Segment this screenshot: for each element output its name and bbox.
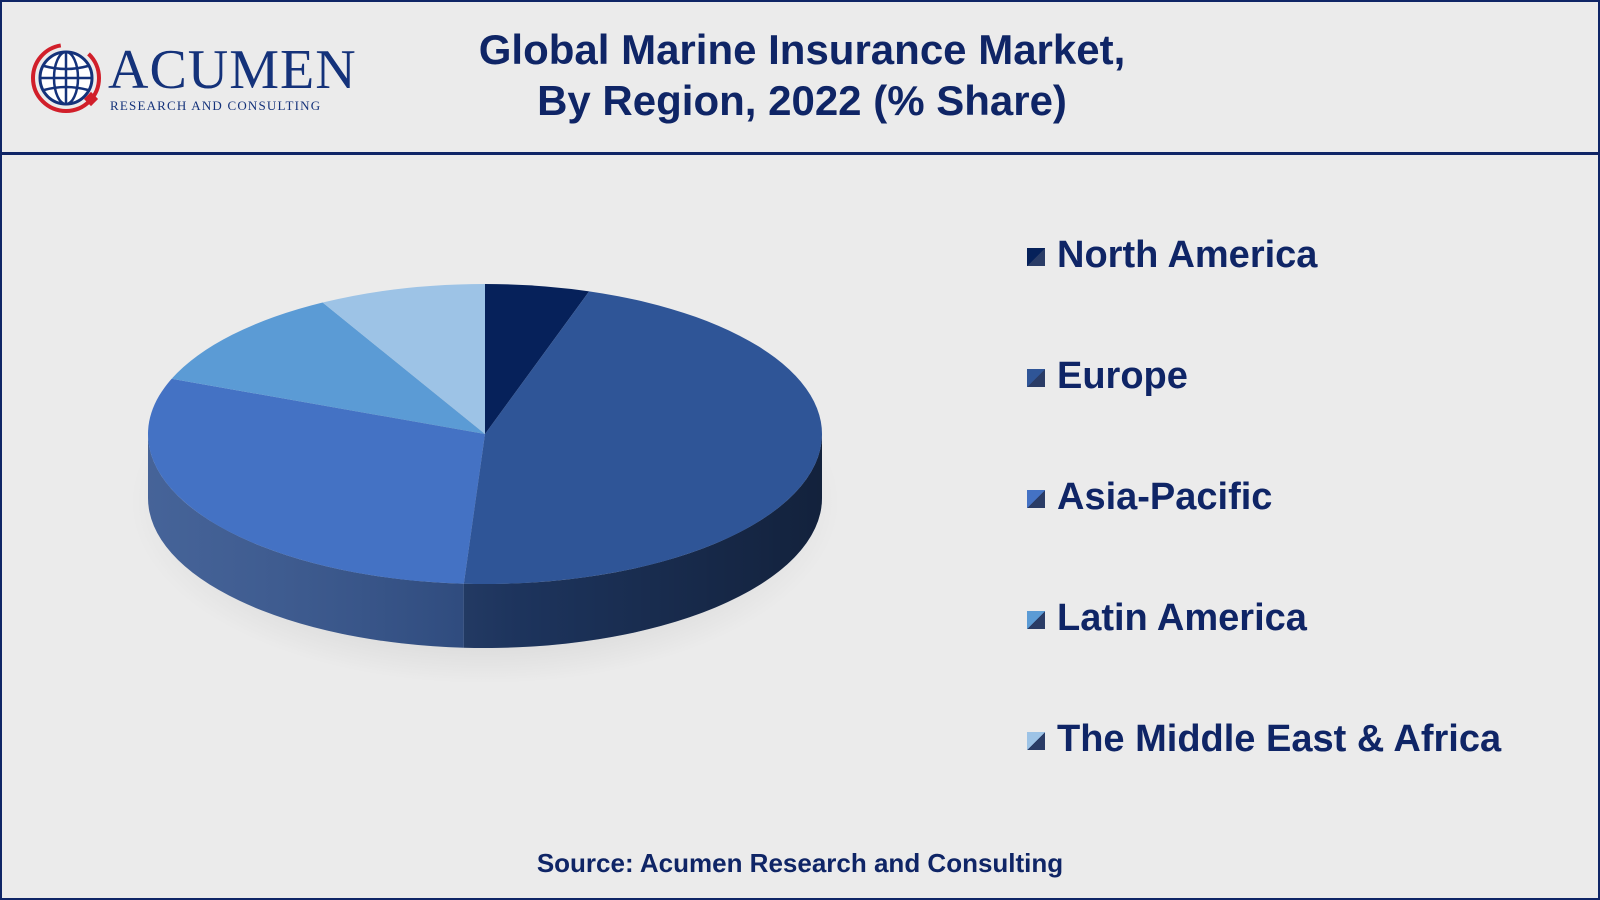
legend-label: Asia-Pacific bbox=[1057, 476, 1273, 518]
header: ACUMEN RESEARCH AND CONSULTING Global Ma… bbox=[2, 2, 1598, 155]
legend-label: North America bbox=[1057, 234, 1318, 276]
pie-chart bbox=[130, 284, 840, 684]
legend-label: Latin America bbox=[1057, 597, 1307, 639]
legend-label: Europe bbox=[1057, 355, 1188, 397]
legend-swatch bbox=[1027, 490, 1045, 508]
source-note: Source: Acumen Research and Consulting bbox=[536, 848, 1064, 878]
pie-slice bbox=[485, 284, 590, 434]
chart-title: Global Marine Insurance Market, By Regio… bbox=[352, 24, 1252, 126]
legend-label: The Middle East & Africa bbox=[1057, 718, 1502, 760]
legend-swatch bbox=[1027, 369, 1045, 387]
pie-slice bbox=[147, 378, 486, 584]
company-logo: ACUMEN RESEARCH AND CONSULTING bbox=[30, 38, 356, 118]
legend-swatch bbox=[1027, 611, 1045, 629]
globe-icon bbox=[31, 43, 101, 113]
logo-wordmark: ACUMEN bbox=[108, 39, 357, 101]
pie-slice bbox=[322, 284, 485, 434]
logo-tagline: RESEARCH AND CONSULTING bbox=[110, 98, 322, 113]
chart-title-line2: By Region, 2022 (% Share) bbox=[537, 77, 1067, 124]
chart-title-line1: Global Marine Insurance Market, bbox=[478, 26, 1126, 73]
legend-swatch bbox=[1027, 732, 1045, 750]
legend-swatch bbox=[1027, 248, 1045, 266]
pie-slice bbox=[171, 302, 485, 434]
pie-side-shading bbox=[148, 434, 822, 648]
pie-slice bbox=[463, 291, 823, 584]
